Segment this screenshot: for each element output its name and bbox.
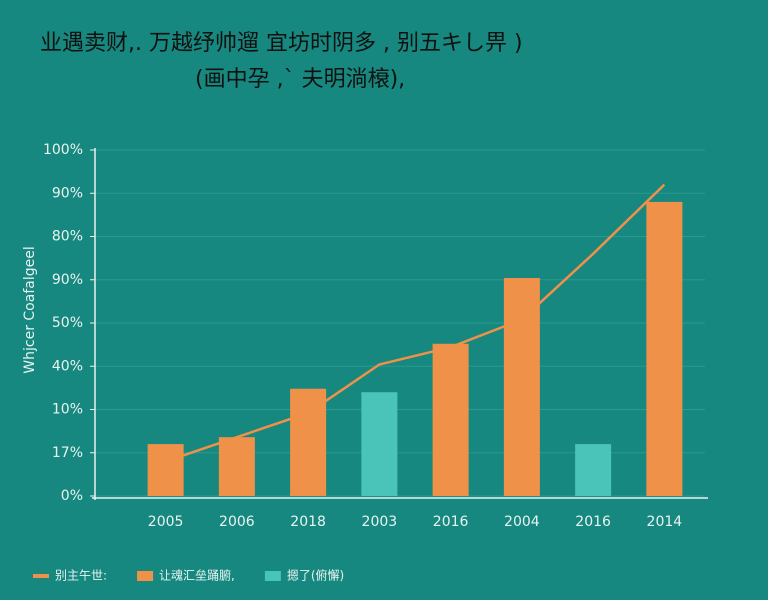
y-tick-label: 17% <box>52 445 83 461</box>
y-axis-label: Whjcer Coafalgeel <box>22 246 38 373</box>
x-tick-label: 2018 <box>290 514 326 530</box>
legend-label: 别主午世: <box>55 569 107 583</box>
y-tick-label: 0% <box>61 488 83 504</box>
x-tick-label: 2004 <box>504 514 540 530</box>
line <box>165 183 666 463</box>
bar <box>575 444 612 496</box>
y-tick-label: 90% <box>52 272 83 288</box>
bar <box>503 278 540 496</box>
bar <box>218 437 255 496</box>
legend-label: 让魂汇垒踊腑, <box>159 568 235 583</box>
chart-title: 业遇卖财,. 万越纾帅遛 宜坊时阴多 , 别五キし畀 ) <box>40 31 523 56</box>
x-tick-label: 2016 <box>433 514 469 530</box>
x-tick-label: 2016 <box>575 514 611 530</box>
y-tick-label: 90% <box>52 185 83 201</box>
y-tick-label: 80% <box>52 229 83 245</box>
legend-swatch <box>264 571 281 581</box>
y-tick-label: 40% <box>52 358 83 374</box>
x-tick-label: 2003 <box>362 514 398 530</box>
y-tick-label: 10% <box>52 402 83 418</box>
chart-subtitle: (画中孕 ,` 夫明淌榱), <box>195 67 405 92</box>
bar <box>290 388 327 496</box>
x-tick-label: 2006 <box>219 514 255 530</box>
bar <box>361 392 398 496</box>
bar <box>147 444 184 496</box>
x-tick-label: 2014 <box>647 514 683 530</box>
legend-swatch <box>137 571 154 581</box>
bar <box>646 201 683 496</box>
y-tick-label: 50% <box>52 315 83 331</box>
y-tick-label: 100% <box>43 142 83 158</box>
legend-label: 摁了(俯懈) <box>287 568 344 583</box>
x-tick-label: 2005 <box>148 514 184 530</box>
bar <box>432 343 469 496</box>
